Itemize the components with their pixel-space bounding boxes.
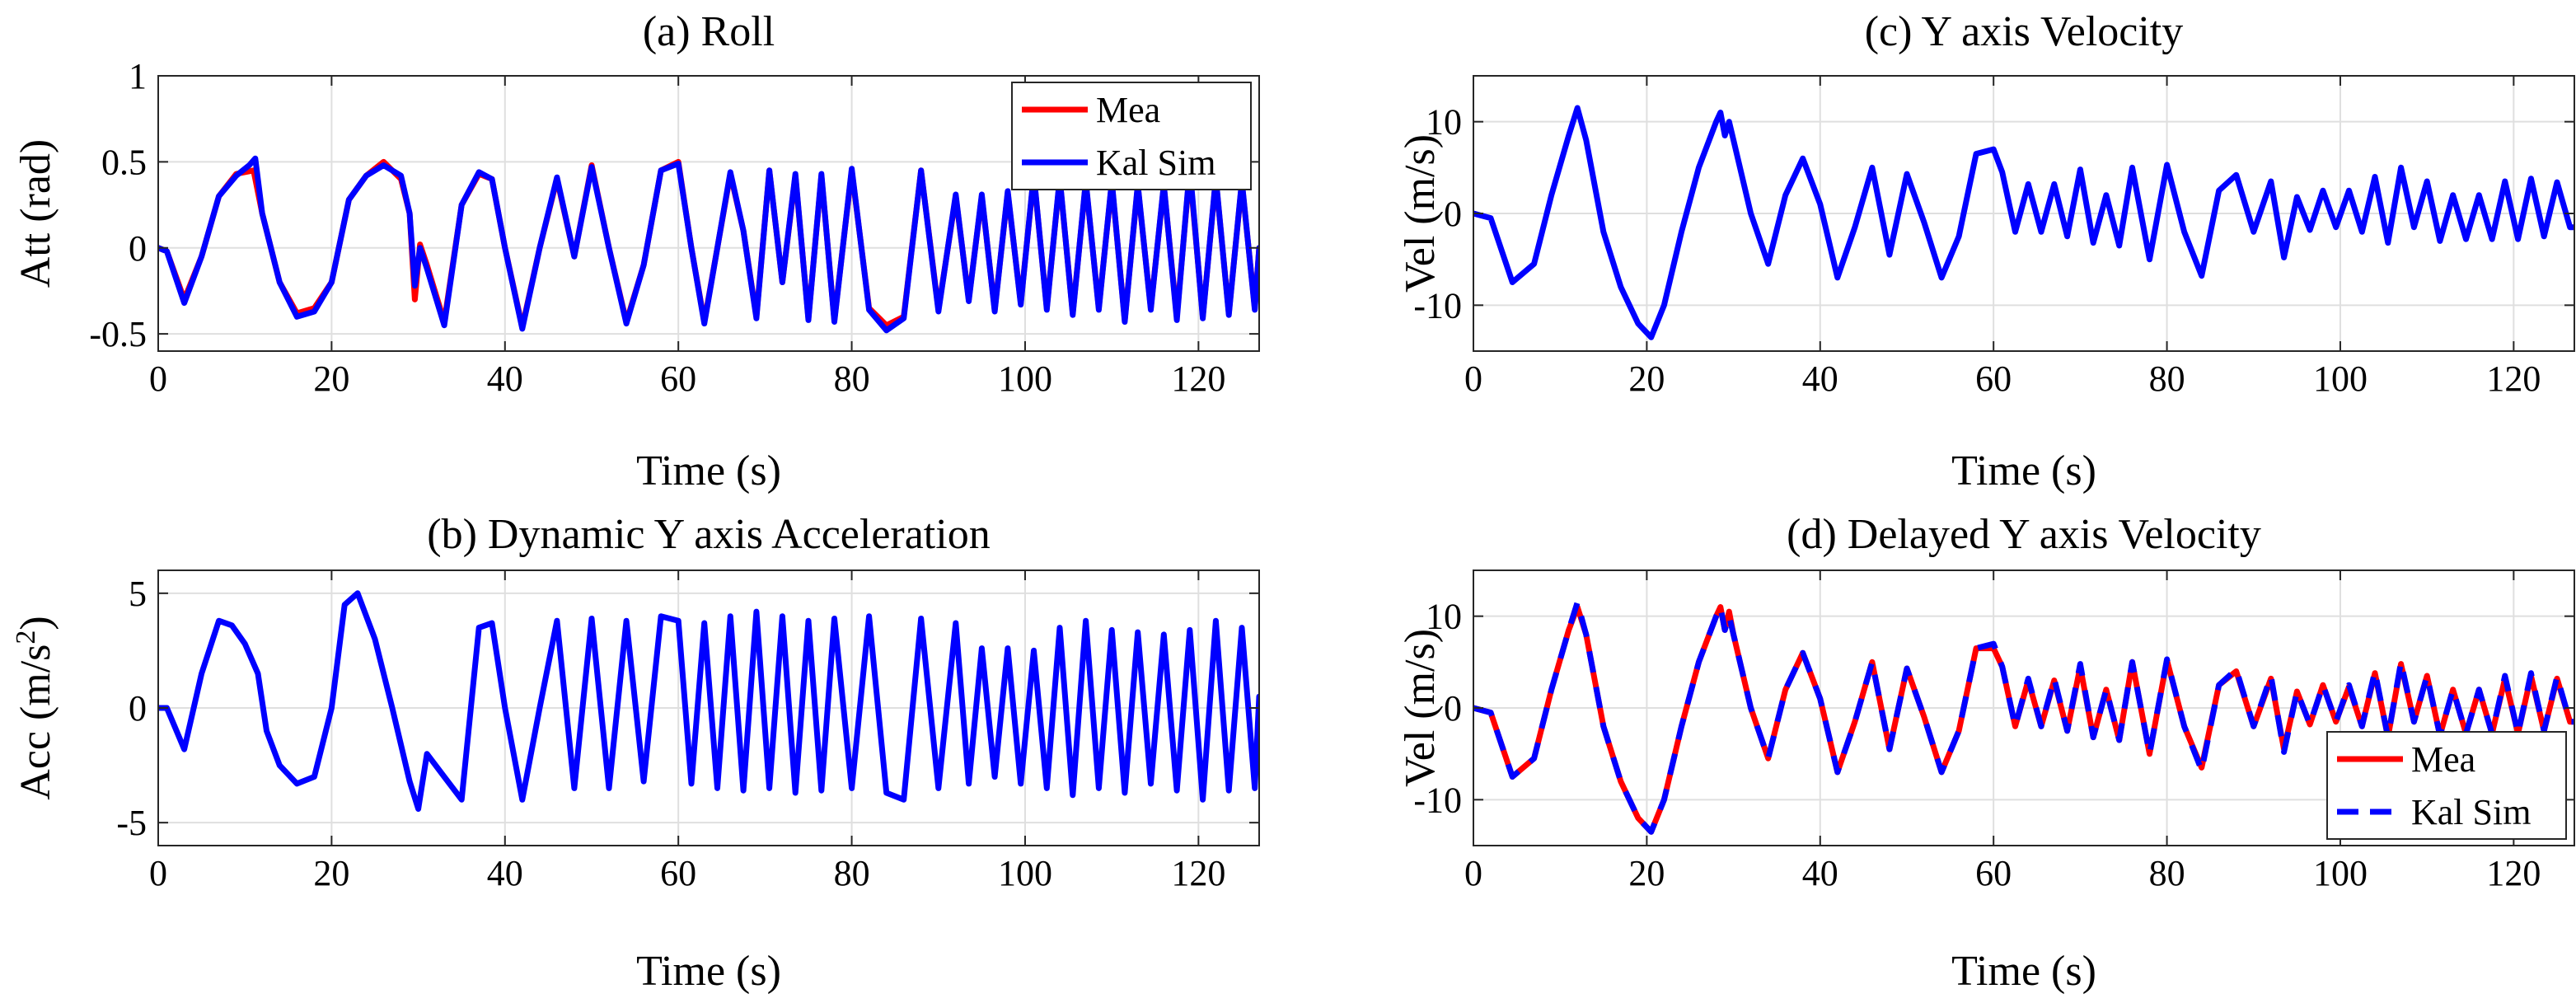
panel-c-ytick-label-1: 0 <box>1444 194 1462 234</box>
panel-a-legend-label-kal-sim: Kal Sim <box>1096 143 1215 183</box>
panel-d-xtick-label-0: 0 <box>1464 853 1482 893</box>
panel-a-ytick-label-2: 0.5 <box>101 142 147 182</box>
panel-a-xtick-label-3: 60 <box>660 359 696 399</box>
panel-d-series-group <box>1473 599 2574 835</box>
panel-a-xtick-label-1: 20 <box>313 359 349 399</box>
panel-d-ytick-label-2: 10 <box>1426 597 1462 637</box>
panel-c-xtick-label-6: 120 <box>2486 359 2541 399</box>
panel-b-ytick-label-1: 0 <box>129 688 147 729</box>
panel-c-series-group <box>1473 105 2574 340</box>
panel-c-xtick-label-1: 20 <box>1628 359 1665 399</box>
panel-b-ytick-label-2: 5 <box>129 574 147 614</box>
panel-a-xtick-label-5: 100 <box>998 359 1052 399</box>
panel-d-legend-label-kal-sim: Kal Sim <box>2411 792 2531 832</box>
panel-a-legend-box <box>1011 82 1252 190</box>
panel-a-title: (a) Roll <box>643 8 775 55</box>
panel-a-xtick-label-0: 0 <box>149 359 167 399</box>
panel-b-xlabel: Time (s) <box>636 948 781 995</box>
panel-c-xtick-label-3: 60 <box>1975 359 2012 399</box>
panel-d-title: (d) Delayed Y axis Velocity <box>1787 511 2261 558</box>
panel-c-xtick-label-2: 40 <box>1802 359 1838 399</box>
panel-b-ytick-label-0: -5 <box>116 803 147 843</box>
panel-d-xtick-label-5: 100 <box>2313 853 2368 893</box>
panel-a-ytick-label-1: 0 <box>129 228 147 269</box>
panel-b-ylabel-end: ) <box>12 616 59 630</box>
panel-b-xtick-label-5: 100 <box>998 853 1052 893</box>
panel-c: (c) Y axis Velocity Time (s) Vel (m/s) 0… <box>1397 8 2575 494</box>
panel-b-ylabel-main: Acc (m/s <box>12 644 59 800</box>
panel-b-series-kal-sim-line <box>158 590 1259 812</box>
panel-b-xtick-label-0: 0 <box>149 853 167 893</box>
panel-b-xtick-label-1: 20 <box>313 853 349 893</box>
panel-d-legend-box <box>2326 731 2567 840</box>
panel-a-ytick-label-0: -0.5 <box>89 314 147 354</box>
panel-c-title: (c) Y axis Velocity <box>1865 8 2184 55</box>
panel-d-xtick-label-3: 60 <box>1975 853 2012 893</box>
panel-d: (d) Delayed Y axis Velocity Time (s) Vel… <box>1397 511 2575 995</box>
panel-d-series-kal-sim-line <box>1473 599 2574 835</box>
panel-a-axes-frame <box>157 75 1260 352</box>
panel-d-ytick-label-1: 0 <box>1444 688 1462 729</box>
panel-b-xtick-label-2: 40 <box>487 853 523 893</box>
panel-c-xtick-label-5: 100 <box>2313 359 2368 399</box>
panel-d-xtick-label-2: 40 <box>1802 853 1838 893</box>
panel-a: (a) Roll Time (s) Att (rad) 0 20 40 60 80 100… <box>12 8 1260 494</box>
panel-d-xtick-label-1: 20 <box>1628 853 1665 893</box>
panel-b-ylabel: Acc (m/s2) <box>11 616 59 800</box>
panel-a-series-kal-sim-line <box>158 155 1259 334</box>
panel-c-ytick-label-0: -10 <box>1413 285 1462 326</box>
panel-c-xtick-label-0: 0 <box>1464 359 1482 399</box>
panel-d-xtick-label-6: 120 <box>2486 853 2541 893</box>
panel-b-xtick-label-3: 60 <box>660 853 696 893</box>
panel-a-series-group <box>158 155 1259 334</box>
panel-a-ylabel: Att (rad) <box>12 139 59 288</box>
panel-a-xtick-label-6: 120 <box>1171 359 1225 399</box>
panel-b-ylabel-sup: 2 <box>11 630 41 644</box>
panel-a-legend: Mea Kal Sim <box>1011 82 1252 190</box>
panel-c-xlabel: Time (s) <box>1951 448 2096 494</box>
panel-d-xtick-label-4: 80 <box>2149 853 2185 893</box>
panel-c-ylabel: Vel (m/s) <box>1397 134 1444 293</box>
panel-d-legend: Mea Kal Sim <box>2326 731 2567 840</box>
panel-c-xtick-label-4: 80 <box>2149 359 2185 399</box>
panel-d-ytick-label-0: -10 <box>1413 780 1462 820</box>
panel-a-xlabel: Time (s) <box>636 448 781 494</box>
panel-a-xtick-label-2: 40 <box>487 359 523 399</box>
panel-b-title: (b) Dynamic Y axis Acceleration <box>427 511 990 558</box>
panel-b-xtick-label-4: 80 <box>834 853 870 893</box>
panel-d-ylabel: Vel (m/s) <box>1397 629 1444 787</box>
panel-b: (b) Dynamic Y axis Acceleration Time (s)… <box>11 511 1260 995</box>
panel-a-ytick-label-3: 1 <box>129 56 147 96</box>
panel-a-xtick-label-4: 80 <box>834 359 870 399</box>
panel-d-xlabel: Time (s) <box>1951 948 2096 995</box>
panel-b-series-group <box>158 590 1259 812</box>
panel-d-legend-label-mea: Mea <box>2411 739 2475 780</box>
panel-a-legend-label-mea: Mea <box>1096 90 1160 130</box>
panel-b-xtick-label-6: 120 <box>1171 853 1225 893</box>
panel-c-series-kal-sim-line <box>1473 105 2574 340</box>
panel-c-ytick-label-2: 10 <box>1426 102 1462 143</box>
